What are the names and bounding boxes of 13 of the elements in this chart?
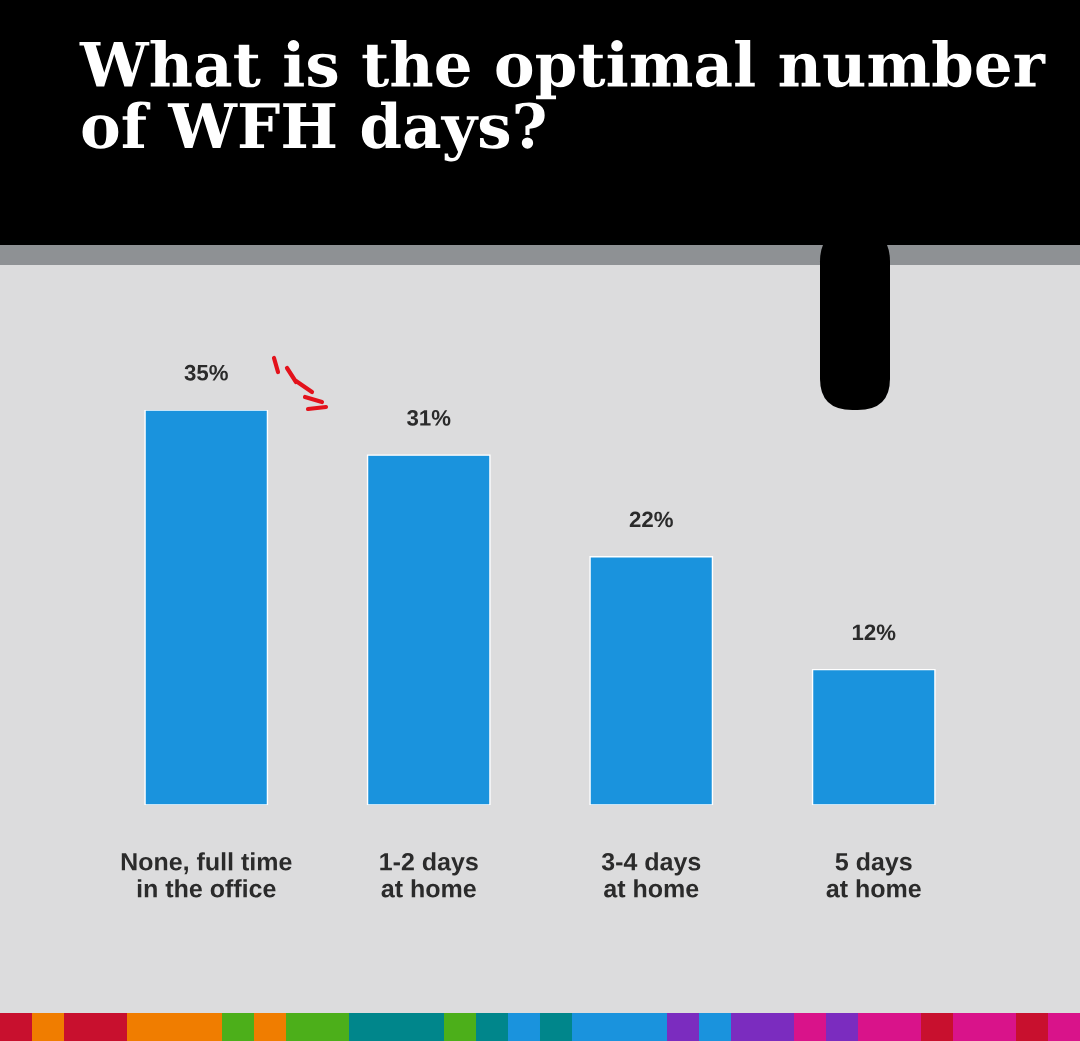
bar — [144, 410, 269, 805]
data-label: 22% — [629, 511, 673, 528]
x-tick-label: 1-2 days at home — [380, 852, 478, 898]
bar — [811, 668, 936, 805]
x-tick-label: 3-4 days at home — [601, 852, 701, 898]
bar — [366, 454, 491, 805]
data-label: 12% — [852, 624, 896, 641]
chart-title: What is the optimal number of WFH days? — [79, 40, 1046, 162]
x-tick-label: None, full time in the office — [121, 852, 292, 898]
bar — [589, 556, 714, 805]
x-tick-label: 5 days at home — [826, 852, 921, 898]
data-label: 35% — [184, 364, 228, 381]
data-label: 31% — [407, 410, 451, 426]
